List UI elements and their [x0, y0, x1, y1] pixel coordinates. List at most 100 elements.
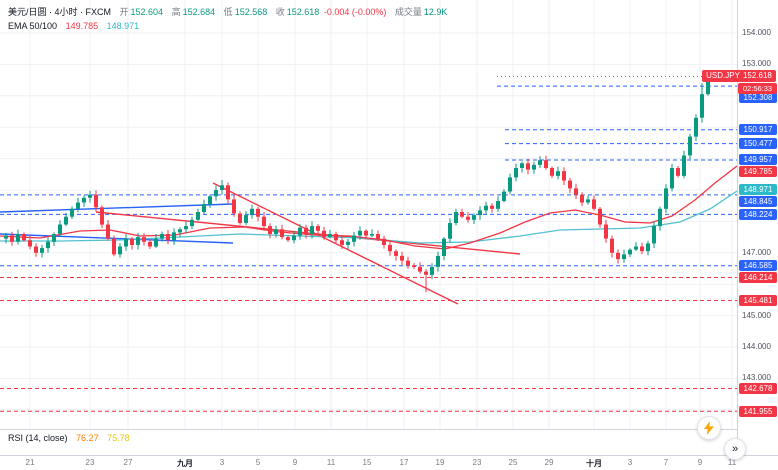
volume-value: 12.9K [423, 7, 448, 17]
price-axis-label: 144.000 [742, 342, 771, 351]
candle-body [466, 216, 470, 220]
candle-body [94, 194, 98, 208]
ema-label[interactable]: EMA 50/100 [8, 21, 58, 31]
candle-body [214, 190, 218, 197]
high-value: 152.684 [182, 7, 216, 17]
candle-body [100, 207, 104, 225]
time-axis-label: 17 [399, 458, 409, 467]
candle-body [646, 243, 650, 252]
candle-body [232, 199, 236, 214]
price-level-badge: 148.224 [739, 209, 777, 220]
time-axis-label: 23 [85, 458, 95, 467]
symbol-title[interactable]: 美元/日圆 · 4小时 · FXCM [8, 7, 111, 17]
ema50-value: 149.785 [65, 21, 99, 31]
price-chart-canvas[interactable] [0, 0, 737, 430]
ema-row: EMA 50/100 149.785 148.971 [8, 19, 447, 33]
candle-body [472, 215, 476, 220]
candle-body [64, 216, 68, 225]
current-price-badge: USD.JPY 152.618 [702, 70, 776, 82]
candle-body [634, 246, 638, 250]
candle-body [604, 224, 608, 239]
candle-body [196, 212, 200, 220]
candle-body [676, 168, 680, 176]
bar-countdown: 02:56:33 [738, 83, 777, 94]
candle-body [76, 202, 80, 209]
candle-body [412, 265, 416, 267]
candle-body [562, 171, 566, 181]
close-value: 152.618 [286, 7, 320, 17]
trendline[interactable] [0, 233, 234, 244]
price-level-badge: 148.971 [739, 184, 777, 195]
candle-body [574, 188, 578, 195]
lightning-button[interactable] [697, 416, 721, 440]
chart-legend: 美元/日圆 · 4小时 · FXCM 开 152.604 高 152.684 低 15… [8, 5, 447, 33]
low-label: 低 [223, 7, 233, 17]
time-axis-label: 9 [697, 458, 703, 467]
candle-body [502, 191, 506, 201]
open-value: 152.604 [130, 7, 164, 17]
time-axis[interactable]: 21 23 27 九月 3 5 9 11 15 17 19 23 25 29 十月 3 7 9 11 [0, 455, 778, 470]
candle-body [130, 238, 134, 245]
candle-body [526, 163, 530, 170]
symbol-row: 美元/日圆 · 4小时 · FXCM 开 152.604 高 152.684 低 15… [8, 5, 447, 19]
ema50-line[interactable] [0, 165, 737, 250]
ema100-value: 148.971 [106, 21, 140, 31]
price-axis-label: 153.000 [742, 59, 771, 68]
candle-body [256, 208, 260, 217]
candle-body [166, 234, 170, 241]
candle-body [490, 205, 494, 209]
time-axis-label: 3 [627, 458, 633, 467]
ema100-line[interactable] [0, 190, 737, 244]
time-axis-label: 21 [25, 458, 35, 467]
rsi-label[interactable]: RSI (14, close) [8, 433, 68, 443]
candle-body [424, 271, 428, 275]
price-axis-label: 143.000 [742, 373, 771, 382]
candle-body [388, 244, 392, 252]
time-axis-label: 九月 [177, 459, 193, 468]
price-level-badge: 146.214 [739, 272, 777, 283]
price-axis-label: 147.000 [742, 248, 771, 257]
candle-body [280, 229, 284, 238]
candle-body [460, 212, 464, 217]
price-level-badge: 142.678 [739, 383, 777, 394]
candle-body [184, 226, 188, 230]
change-value: -0.004 (-0.00%) [323, 7, 387, 17]
rsi-legend: RSI (14, close) 76.27 75.78 [8, 433, 130, 443]
candle-body [220, 185, 224, 190]
candle-body [310, 226, 314, 234]
time-axis-label: 11 [326, 458, 336, 467]
time-axis-label: 11 [727, 458, 737, 467]
candle-body [160, 234, 164, 239]
candle-body [664, 188, 668, 209]
candle-body [592, 199, 596, 209]
candle-body [346, 241, 350, 245]
candle-body [28, 240, 32, 247]
price-level-badge: 149.957 [739, 154, 777, 165]
candle-body [82, 197, 86, 203]
pane-separator[interactable] [0, 429, 778, 430]
open-label: 开 [119, 7, 129, 17]
candle-body [70, 208, 74, 217]
candle-body [430, 266, 434, 275]
candle-body [316, 226, 320, 231]
price-axis[interactable]: 154.000 153.000 147.000 145.000 144.000 143.0… [737, 0, 778, 455]
go-to-realtime-button[interactable]: » [724, 438, 746, 460]
high-label: 高 [171, 7, 181, 17]
candle-body [580, 194, 584, 203]
candle-body [298, 227, 302, 236]
candle-body [706, 76, 710, 95]
candle-body [142, 237, 146, 242]
trendline[interactable] [212, 182, 459, 305]
candle-body [478, 210, 482, 216]
candle-body [250, 208, 254, 216]
candle-body [352, 235, 356, 242]
low-value: 152.568 [234, 7, 268, 17]
trendline[interactable] [0, 203, 234, 213]
candle-body [322, 230, 326, 238]
current-price-value: 152.618 [742, 71, 772, 80]
candle-body [106, 224, 110, 239]
rsi-ma-value: 75.78 [107, 433, 130, 443]
candle-body [652, 226, 656, 244]
double-chevron-icon: » [731, 443, 739, 455]
candle-body [328, 234, 332, 238]
